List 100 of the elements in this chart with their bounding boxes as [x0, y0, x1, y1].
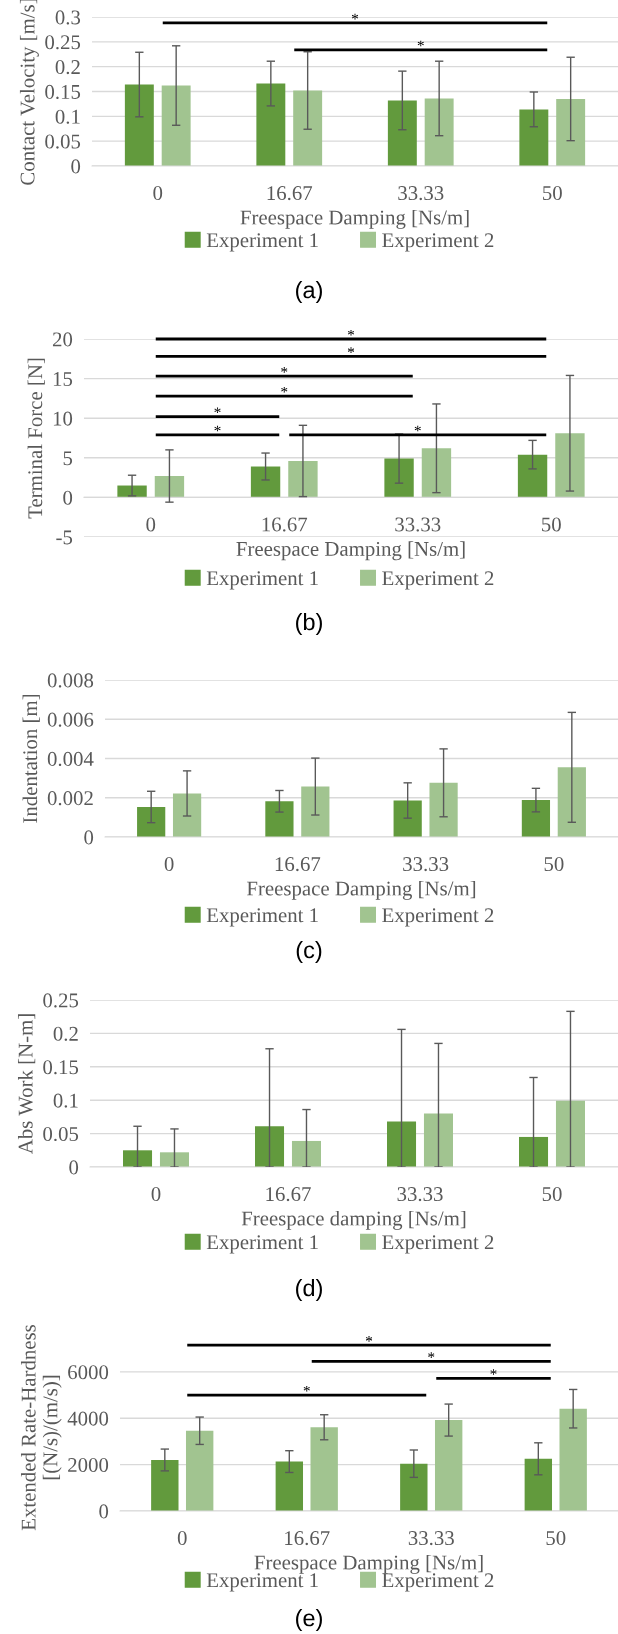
bar: [291, 1140, 321, 1167]
legend-label: Experiment 2: [382, 233, 494, 252]
bar: [185, 1430, 214, 1511]
y-tick-label: 0.1: [55, 109, 80, 124]
x-tick-label: 50: [542, 1187, 562, 1202]
bar: [429, 782, 458, 837]
series-label: *: [281, 367, 288, 373]
y-tick-label: 0.15: [43, 1060, 79, 1075]
bar: [387, 1121, 417, 1167]
y-tick-label: 0.2: [53, 1026, 78, 1041]
y-tick-label: 0: [84, 830, 94, 845]
series-label: *: [365, 1336, 373, 1342]
x-axis-title: Freespace Damping [Ns/m]: [240, 209, 469, 229]
bar: [423, 1113, 453, 1167]
x-tick-label: 16.67: [275, 857, 321, 872]
bar: [424, 98, 454, 166]
text: (b): [296, 612, 322, 635]
x-tick-label: 16.67: [267, 186, 313, 201]
legend-label: Experiment 1: [206, 571, 318, 590]
x-axis-title: Freespace Damping [Ns/m]: [254, 1554, 483, 1574]
y-tick-label: 0.002: [47, 791, 93, 806]
y-tick-label: 0.006: [47, 712, 94, 727]
text: (c): [296, 941, 322, 963]
y-tick-label: 0.008: [47, 673, 94, 688]
x-tick-label: 33.33: [408, 1531, 454, 1546]
bar: [137, 806, 166, 837]
y-axis-title: Extended Rate-Hardness [(N/s)/(m/s)]: [20, 1325, 62, 1531]
bar: [517, 454, 548, 498]
x-tick-label: 0: [164, 857, 174, 872]
bar: [555, 433, 585, 498]
legend-label: Experiment 2: [382, 1235, 494, 1254]
bar: [250, 466, 281, 498]
x-tick-label: 50: [544, 857, 564, 872]
bar: [255, 1126, 285, 1167]
bar: [384, 458, 414, 498]
series-label: *: [414, 425, 421, 432]
x-axis-title: Freespace Damping [Ns/m]: [246, 880, 476, 900]
x-tick-label: 33.33: [395, 517, 441, 532]
bar: [275, 1461, 304, 1511]
y-tick-label: 0.15: [45, 84, 81, 100]
legend-label: Experiment 1: [206, 233, 318, 252]
text: (a): [296, 281, 322, 303]
bar: [265, 801, 294, 837]
y-tick-label: 0: [69, 1160, 79, 1175]
legend-label: Experiment 1: [206, 1573, 318, 1592]
x-tick-label: 0: [146, 517, 156, 532]
bar: [172, 793, 202, 837]
y-tick-label: 0.05: [45, 134, 81, 149]
bar: [154, 476, 185, 498]
bar: [151, 1459, 179, 1511]
series-label: *: [281, 386, 288, 393]
x-tick-label: 0: [153, 186, 163, 201]
y-tick-label: 4000: [67, 1411, 109, 1426]
x-tick-label: 33.33: [397, 1187, 443, 1202]
bar: [301, 786, 330, 837]
bar: [521, 800, 551, 837]
bar: [256, 83, 286, 166]
y-tick-label: 0.3: [55, 10, 81, 25]
x-tick-label: 33.33: [403, 857, 449, 872]
text: (d): [296, 1278, 322, 1301]
y-tick-label: -5: [56, 530, 73, 545]
bar: [123, 1150, 153, 1167]
x-tick-label: 50: [542, 517, 561, 532]
bar: [421, 448, 452, 498]
bar: [310, 1427, 338, 1511]
legend-label: Experiment 2: [382, 571, 494, 590]
y-tick-label: 0: [99, 1504, 109, 1519]
y-tick-label: 0.004: [47, 751, 94, 767]
y-tick-label: 0.2: [55, 60, 80, 75]
y-tick-label: 10: [53, 411, 73, 426]
y-tick-label: 20: [52, 332, 73, 347]
bar: [288, 460, 318, 498]
x-tick-label: 33.33: [398, 186, 444, 201]
bar: [124, 84, 154, 166]
bar: [393, 800, 422, 837]
legend-label: Experiment 1: [206, 1235, 318, 1254]
series-label: *: [417, 40, 424, 47]
bar: [293, 90, 323, 166]
x-tick-label: 0: [151, 1187, 161, 1202]
bar: [524, 1458, 553, 1511]
legend-label: Experiment 2: [382, 1573, 494, 1592]
y-axis-title: Indentation [m]: [22, 694, 40, 823]
y-tick-label: 5: [63, 451, 73, 466]
x-tick-label: 16.67: [266, 1187, 311, 1202]
y-axis-title: Terminal Force [N]: [27, 358, 45, 519]
y-tick-label: 15: [53, 372, 73, 387]
series-label: *: [428, 1352, 435, 1358]
y-axis-title: Abs Work [N-m]: [17, 1014, 36, 1155]
legend-label: Experiment 1: [206, 908, 318, 927]
bar: [161, 85, 191, 166]
y-tick-label: 0: [71, 159, 81, 174]
y-tick-label: 0.25: [43, 993, 79, 1008]
series-label: *: [214, 407, 221, 414]
y-tick-label: 2000: [68, 1457, 109, 1473]
series-label: *: [490, 1369, 497, 1375]
x-tick-label: 16.67: [262, 517, 308, 532]
x-tick-label: 50: [546, 1531, 566, 1546]
x-axis-title: Freespace damping [Ns/m]: [241, 1210, 466, 1230]
bar: [519, 109, 549, 166]
bar: [434, 1420, 463, 1511]
